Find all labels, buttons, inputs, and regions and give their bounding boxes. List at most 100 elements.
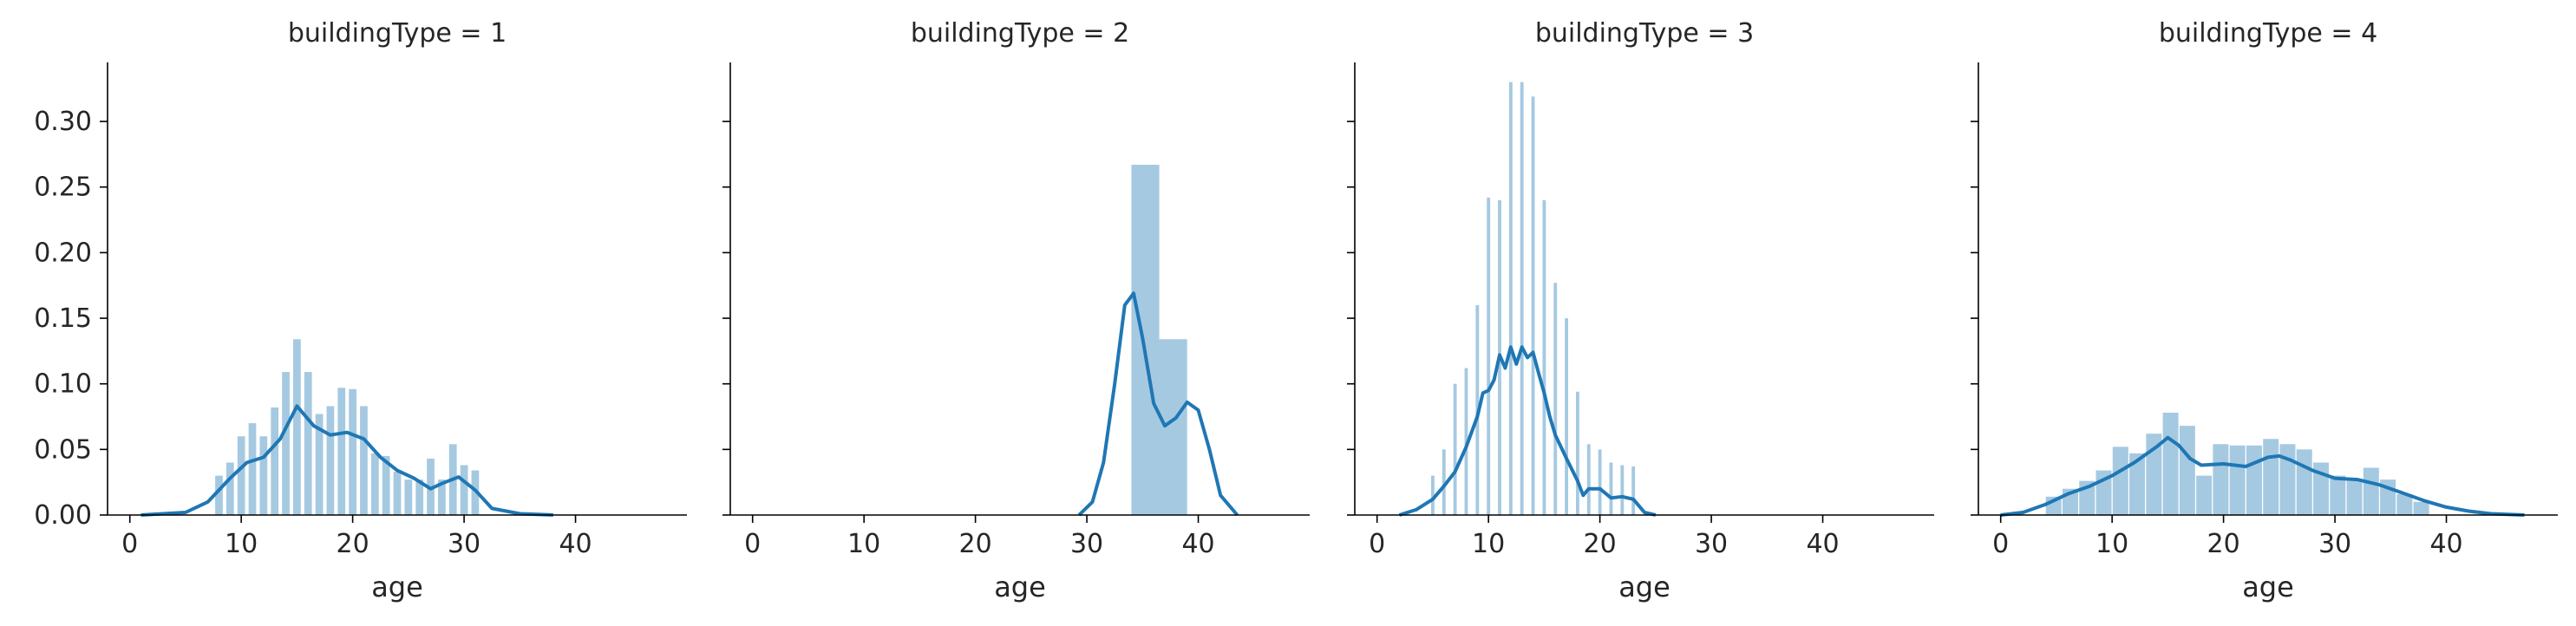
y-tick-label: 0.20 [34, 238, 92, 268]
histogram-bar [1442, 449, 1446, 515]
histogram-bar [1586, 444, 1591, 515]
histogram-bar [2129, 453, 2146, 515]
facet-panel-3: buildingType = 3 0 10 20 30 40 age [1347, 18, 1934, 603]
histogram-bar [2346, 480, 2363, 515]
histogram-bar [460, 465, 468, 515]
histogram-bar [2363, 467, 2379, 515]
facet-title: buildingType = 1 [288, 18, 507, 49]
y-tick-label: 0.00 [34, 500, 92, 531]
x-axis-label: age [2242, 571, 2294, 603]
histogram-bar [1609, 462, 1613, 515]
x-tick-label: 0 [121, 529, 138, 559]
histogram-bar [382, 455, 390, 515]
histogram-bar [1631, 466, 1636, 515]
histogram-bar [1508, 82, 1513, 516]
x-tick-label: 20 [2207, 529, 2240, 559]
histogram-bar [1430, 475, 1435, 515]
histogram-bar [2263, 439, 2279, 515]
x-tick-label: 10 [225, 529, 258, 559]
histogram-bar [293, 339, 301, 515]
histogram-bar [2246, 445, 2262, 515]
histogram-bar [337, 388, 346, 515]
x-tick-label: 10 [1472, 529, 1505, 559]
histogram-bar [2330, 475, 2346, 515]
facet-title: buildingType = 4 [2159, 18, 2377, 49]
histogram-bar [393, 472, 402, 515]
histogram-bar [2396, 493, 2413, 515]
histogram-bar [259, 436, 268, 515]
histogram-bar [2296, 449, 2312, 515]
histogram-bar [404, 479, 413, 515]
histogram-bar [2213, 444, 2229, 515]
histogram-bar [1487, 197, 1491, 515]
histogram-bar [1531, 96, 1535, 516]
x-tick-label: 40 [2429, 529, 2462, 559]
histogram-bar [2279, 444, 2296, 515]
histogram-bar [315, 414, 324, 515]
histogram-bar [282, 372, 290, 515]
x-tick-label: 10 [2095, 529, 2128, 559]
y-tick-label: 0.15 [34, 303, 92, 334]
x-tick-label: 30 [448, 529, 481, 559]
x-axis-label: age [994, 571, 1046, 603]
histogram-bar [326, 406, 335, 515]
facet-title: buildingType = 2 [911, 18, 1129, 49]
histogram-bar [1464, 368, 1468, 515]
x-tick-label: 40 [1806, 529, 1839, 559]
histogram-bar [1131, 165, 1160, 515]
histogram-bar [2229, 445, 2246, 515]
kde-line [2000, 435, 2525, 517]
x-tick-label: 30 [2318, 529, 2351, 559]
histogram-bar [2162, 412, 2179, 515]
x-tick-label: 40 [559, 529, 592, 559]
histogram-bar [1542, 199, 1546, 515]
histogram-bar [349, 388, 356, 515]
histogram-bar [370, 453, 379, 515]
histogram-bar [1620, 465, 1625, 515]
x-axis-label: age [1618, 571, 1670, 603]
histogram-bar [1520, 82, 1524, 516]
x-tick-label: 20 [959, 529, 992, 559]
histogram-bar [271, 407, 279, 515]
x-tick-label: 10 [847, 529, 880, 559]
kde-line [141, 404, 553, 517]
facet-panel-4: buildingType = 4 0 10 20 30 40 age [1971, 18, 2558, 603]
y-tick-label: 0.25 [34, 173, 92, 203]
histogram-bar [248, 423, 257, 515]
x-axis-label: age [371, 571, 423, 603]
x-tick-label: 20 [1584, 529, 1617, 559]
x-tick-label: 30 [1070, 529, 1103, 559]
y-tick-label: 0.05 [34, 434, 92, 465]
histogram-bar [1553, 283, 1558, 515]
histogram-bar [237, 436, 245, 515]
histogram-bar [2112, 447, 2128, 515]
histogram-bar [1598, 449, 1602, 515]
histogram-bar [415, 479, 424, 515]
x-tick-label: 40 [1181, 529, 1214, 559]
histogram-bar [2146, 434, 2162, 515]
histogram-bar [360, 406, 368, 515]
histogram-bar [304, 372, 312, 515]
facet-title: buildingType = 3 [1535, 18, 1754, 49]
y-tick-label: 0.10 [34, 369, 92, 400]
facet-panel-2: buildingType = 2 0 10 20 30 40 age [722, 18, 1310, 603]
x-tick-label: 0 [1369, 529, 1385, 559]
x-tick-label: 30 [1695, 529, 1728, 559]
x-tick-label: 0 [744, 529, 761, 559]
histogram-bar [1453, 383, 1457, 515]
histogram-bar [438, 479, 446, 515]
histogram-bar [1575, 391, 1579, 515]
y-tick-label: 0.30 [34, 107, 92, 137]
histogram-bar [1159, 339, 1187, 515]
histogram-bar [226, 462, 234, 515]
histogram-bar [215, 475, 223, 515]
kde-line [1077, 291, 1239, 517]
histogram-bar [2196, 475, 2213, 515]
facet-panel-1: buildingType = 1 0 10 20 30 40 0.00 0.05 0.10 0.1… [34, 18, 687, 603]
histogram-bar [1565, 318, 1569, 515]
x-tick-label: 0 [1992, 529, 2009, 559]
kde-line [1398, 345, 1657, 517]
histogram-bar [2179, 426, 2195, 515]
histogram-bar [2413, 501, 2429, 515]
